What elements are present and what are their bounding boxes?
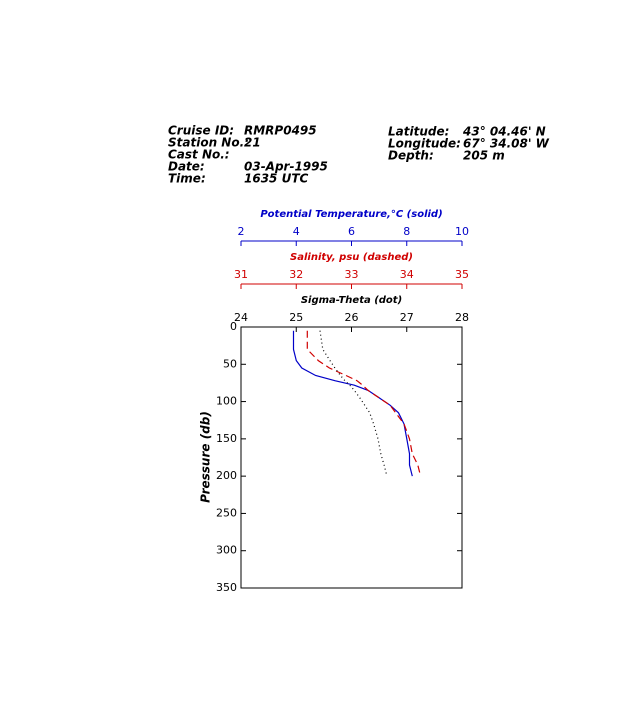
x-tick-label: 10 (455, 225, 469, 238)
x-tick-label: 28 (455, 311, 469, 324)
x-tick-label: 34 (400, 268, 414, 281)
axis-title: Sigma-Theta (dot) (301, 295, 402, 306)
x-tick-label: 32 (289, 268, 303, 281)
profile-line (306, 330, 422, 477)
header-value: 21 (244, 136, 261, 150)
y-tick-label: 150 (216, 432, 237, 445)
x-tick-label: 35 (455, 268, 469, 281)
y-tick-label: 200 (216, 469, 237, 482)
x-tick-label: 6 (348, 225, 355, 238)
axis-title: Salinity, psu (dashed) (290, 252, 413, 263)
y-tick-label: 300 (216, 544, 237, 557)
y-tick-label: 100 (216, 395, 237, 408)
header-value: RMRP0495 (244, 124, 317, 138)
x-tick-label: 25 (289, 311, 303, 324)
header-label: Cast No.: (168, 148, 230, 162)
y-tick-label: 50 (223, 357, 237, 370)
y-tick-label: 250 (216, 506, 237, 519)
header-value: 67° 34.08' W (463, 137, 550, 151)
y-tick-label: 0 (230, 320, 237, 333)
x-tick-label: 27 (400, 311, 414, 324)
header-label: Cruise ID: (168, 124, 234, 138)
y-axis-title: Pressure (db) (199, 411, 213, 503)
x-tick-label: 33 (345, 268, 359, 281)
axis-title: Potential Temperature,°C (solid) (260, 209, 442, 220)
header-value: 43° 04.46' N (462, 125, 546, 139)
profile-line (319, 330, 388, 477)
x-tick-label: 24 (234, 311, 248, 324)
x-tick-label: 4 (293, 225, 300, 238)
x-tick-label: 8 (403, 225, 410, 238)
header-value: 03-Apr-1995 (244, 160, 328, 174)
header-value: 205 m (463, 149, 505, 163)
header-label: Time: (168, 172, 206, 186)
x-tick-label: 2 (238, 225, 245, 238)
header-value: 1635 UTC (244, 172, 309, 186)
header-label: Latitude: (388, 125, 449, 139)
header-label: Longitude: (388, 137, 461, 151)
header-label: Depth: (388, 149, 434, 163)
x-tick-label: 26 (345, 311, 359, 324)
header-label: Station No.: (168, 136, 249, 150)
profile-line (292, 330, 413, 477)
x-tick-label: 31 (234, 268, 248, 281)
plot-frame (240, 326, 463, 589)
header-label: Date: (168, 160, 205, 174)
y-tick-label: 350 (216, 581, 237, 594)
